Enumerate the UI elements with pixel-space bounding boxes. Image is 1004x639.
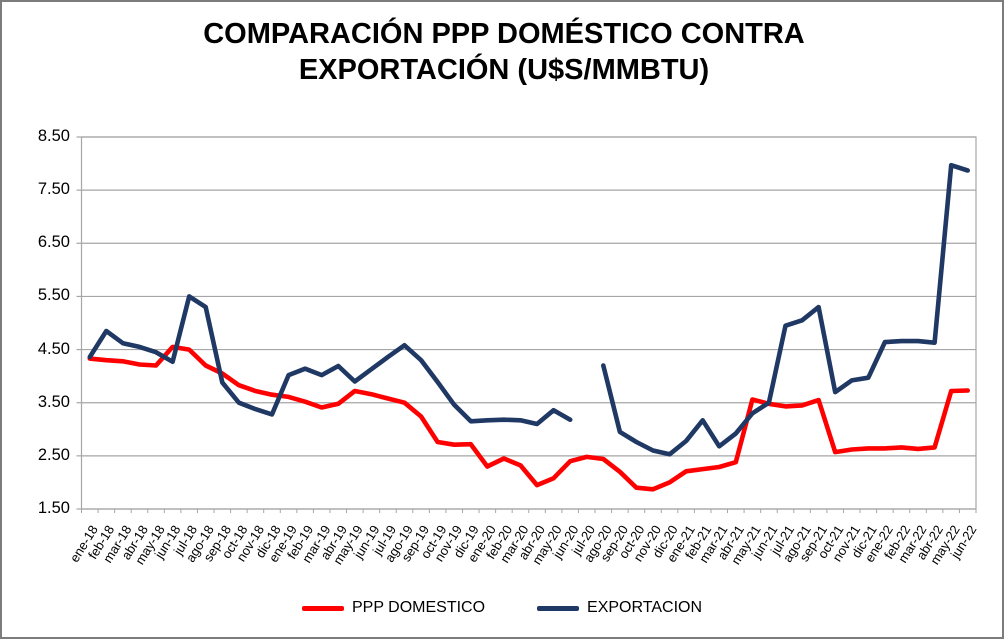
chart-title: COMPARACIÓN PPP DOMÉSTICO CONTRA EXPORTA… [203,18,805,87]
y-axis-tick-label: 5.50 [37,286,70,305]
legend: PPP DOMESTICO EXPORTACION [2,599,1002,617]
exportacion-line-swatch [537,605,580,611]
legend-label-exportacion: EXPORTACION [587,599,703,616]
ppp-domestico-series-line [87,344,970,492]
y-axis-tick-label: 4.50 [37,339,70,358]
y-axis-tick-label: 1.50 [37,499,70,517]
exportacion-series-line [87,162,970,457]
legend-label-ppp-domestico: PPP DOMESTICO [351,599,486,616]
ppp-domestico-line-swatch [301,605,344,611]
y-axis-tick-label: 7.50 [37,180,70,199]
y-axis-tick-label: 2.50 [37,445,70,464]
legend-item-ppp-domestico: PPP DOMESTICO [301,599,486,617]
y-axis-tick-label: 3.50 [37,392,70,411]
legend-item-exportacion: EXPORTACION [537,599,702,617]
y-axis-tick-label: 6.50 [37,233,70,252]
y-axis-tick-label: 8.50 [37,127,70,145]
